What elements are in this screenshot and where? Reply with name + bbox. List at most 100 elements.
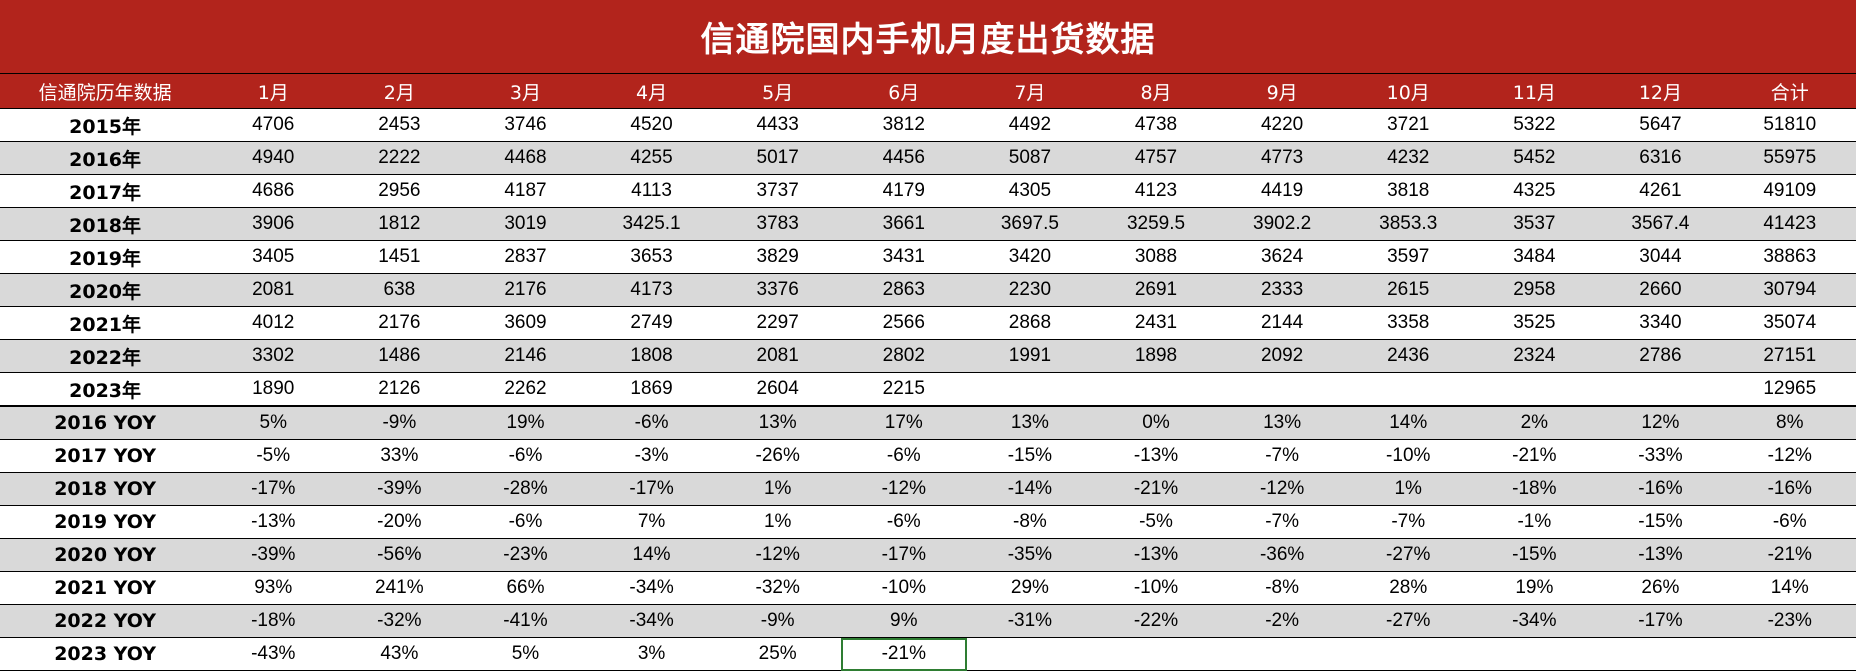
- value-cell[interactable]: 2863: [841, 274, 967, 307]
- value-cell[interactable]: 1898: [1093, 340, 1219, 373]
- value-cell[interactable]: -10%: [841, 572, 967, 605]
- value-cell[interactable]: -6%: [462, 440, 588, 473]
- value-cell[interactable]: 3902.2: [1219, 208, 1345, 241]
- value-cell[interactable]: -8%: [967, 506, 1093, 539]
- value-cell[interactable]: 2297: [715, 307, 841, 340]
- value-cell[interactable]: 2802: [841, 340, 967, 373]
- header-cell[interactable]: 8月: [1093, 74, 1219, 109]
- value-cell[interactable]: 0%: [1093, 406, 1219, 440]
- value-cell[interactable]: -13%: [210, 506, 336, 539]
- value-cell[interactable]: 2566: [841, 307, 967, 340]
- value-cell[interactable]: 5%: [210, 406, 336, 440]
- value-cell[interactable]: 241%: [336, 572, 462, 605]
- value-cell[interactable]: 41423: [1724, 208, 1856, 241]
- row-label-cell[interactable]: 2021 YOY: [0, 572, 210, 605]
- row-label-cell[interactable]: 2022年: [0, 340, 210, 373]
- value-cell[interactable]: 25%: [715, 638, 841, 671]
- value-cell[interactable]: 5647: [1597, 109, 1723, 142]
- value-cell[interactable]: [1093, 638, 1219, 671]
- value-cell[interactable]: -31%: [967, 605, 1093, 638]
- value-cell[interactable]: 38863: [1724, 241, 1856, 274]
- value-cell[interactable]: 2615: [1345, 274, 1471, 307]
- value-cell[interactable]: 7%: [589, 506, 715, 539]
- value-cell[interactable]: 4757: [1093, 142, 1219, 175]
- value-cell[interactable]: 5452: [1471, 142, 1597, 175]
- value-cell[interactable]: -10%: [1093, 572, 1219, 605]
- value-cell[interactable]: -34%: [1471, 605, 1597, 638]
- value-cell[interactable]: 4492: [967, 109, 1093, 142]
- value-cell[interactable]: 3376: [715, 274, 841, 307]
- value-cell[interactable]: 2126: [336, 373, 462, 407]
- value-cell[interactable]: -34%: [589, 605, 715, 638]
- value-cell[interactable]: 14%: [589, 539, 715, 572]
- row-label-cell[interactable]: 2022 YOY: [0, 605, 210, 638]
- value-cell[interactable]: 2222: [336, 142, 462, 175]
- value-cell[interactable]: 2092: [1219, 340, 1345, 373]
- value-cell[interactable]: -43%: [210, 638, 336, 671]
- value-cell[interactable]: 19%: [462, 406, 588, 440]
- header-cell[interactable]: 合计: [1724, 74, 1856, 109]
- value-cell[interactable]: -56%: [336, 539, 462, 572]
- value-cell[interactable]: 3431: [841, 241, 967, 274]
- value-cell[interactable]: [1093, 373, 1219, 407]
- value-cell[interactable]: 3737: [715, 175, 841, 208]
- value-cell[interactable]: -15%: [967, 440, 1093, 473]
- value-cell[interactable]: 5322: [1471, 109, 1597, 142]
- value-cell[interactable]: 1869: [589, 373, 715, 407]
- value-cell[interactable]: -13%: [1597, 539, 1723, 572]
- value-cell[interactable]: -12%: [841, 473, 967, 506]
- value-cell[interactable]: [1471, 638, 1597, 671]
- value-cell[interactable]: -20%: [336, 506, 462, 539]
- value-cell[interactable]: 4706: [210, 109, 336, 142]
- value-cell[interactable]: -27%: [1345, 605, 1471, 638]
- value-cell[interactable]: 28%: [1345, 572, 1471, 605]
- value-cell[interactable]: -5%: [1093, 506, 1219, 539]
- value-cell[interactable]: 14%: [1724, 572, 1856, 605]
- value-cell[interactable]: -7%: [1345, 506, 1471, 539]
- value-cell[interactable]: 3340: [1597, 307, 1723, 340]
- header-cell[interactable]: 5月: [715, 74, 841, 109]
- header-cell[interactable]: 3月: [462, 74, 588, 109]
- value-cell[interactable]: 2176: [462, 274, 588, 307]
- value-cell[interactable]: 17%: [841, 406, 967, 440]
- value-cell[interactable]: 33%: [336, 440, 462, 473]
- row-label-cell[interactable]: 2018 YOY: [0, 473, 210, 506]
- value-cell[interactable]: 3%: [589, 638, 715, 671]
- value-cell[interactable]: 30794: [1724, 274, 1856, 307]
- row-label-cell[interactable]: 2021年: [0, 307, 210, 340]
- value-cell[interactable]: 2837: [462, 241, 588, 274]
- value-cell[interactable]: 2176: [336, 307, 462, 340]
- value-cell[interactable]: -27%: [1345, 539, 1471, 572]
- value-cell[interactable]: 3853.3: [1345, 208, 1471, 241]
- value-cell[interactable]: -13%: [1093, 440, 1219, 473]
- value-cell[interactable]: -12%: [1724, 440, 1856, 473]
- row-label-cell[interactable]: 2017 YOY: [0, 440, 210, 473]
- value-cell[interactable]: -1%: [1471, 506, 1597, 539]
- value-cell[interactable]: 3697.5: [967, 208, 1093, 241]
- value-cell[interactable]: 35074: [1724, 307, 1856, 340]
- header-cell-label[interactable]: 信通院历年数据: [0, 74, 210, 109]
- value-cell[interactable]: -26%: [715, 440, 841, 473]
- value-cell[interactable]: 3721: [1345, 109, 1471, 142]
- value-cell[interactable]: 3358: [1345, 307, 1471, 340]
- value-cell[interactable]: 2436: [1345, 340, 1471, 373]
- value-cell[interactable]: -15%: [1597, 506, 1723, 539]
- value-cell[interactable]: 1%: [1345, 473, 1471, 506]
- value-cell[interactable]: -3%: [589, 440, 715, 473]
- value-cell[interactable]: [967, 638, 1093, 671]
- value-cell[interactable]: 3661: [841, 208, 967, 241]
- value-cell[interactable]: 3812: [841, 109, 967, 142]
- value-cell[interactable]: -34%: [589, 572, 715, 605]
- value-cell[interactable]: 3653: [589, 241, 715, 274]
- value-cell[interactable]: 2453: [336, 109, 462, 142]
- value-cell[interactable]: 2146: [462, 340, 588, 373]
- selected-cell[interactable]: -21%: [841, 638, 967, 671]
- header-cell[interactable]: 6月: [841, 74, 967, 109]
- value-cell[interactable]: 3088: [1093, 241, 1219, 274]
- value-cell[interactable]: -9%: [715, 605, 841, 638]
- value-cell[interactable]: 3829: [715, 241, 841, 274]
- value-cell[interactable]: 6316: [1597, 142, 1723, 175]
- value-cell[interactable]: 4232: [1345, 142, 1471, 175]
- value-cell[interactable]: 2660: [1597, 274, 1723, 307]
- value-cell[interactable]: 4255: [589, 142, 715, 175]
